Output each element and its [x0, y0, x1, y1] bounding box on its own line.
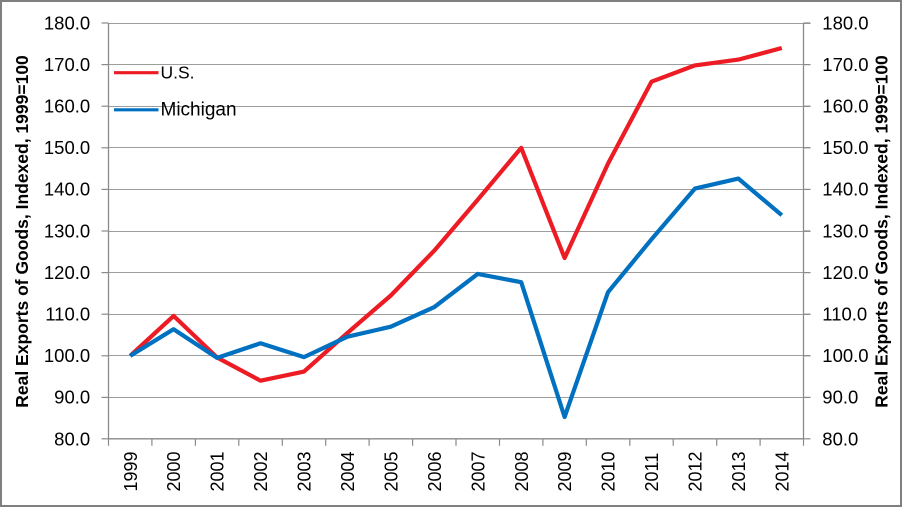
- svg-text:U.S.: U.S.: [161, 63, 195, 83]
- svg-text:Michigan: Michigan: [161, 99, 237, 120]
- svg-text:2011: 2011: [642, 453, 662, 492]
- svg-text:170.0: 170.0: [822, 54, 868, 75]
- svg-text:2010: 2010: [599, 451, 619, 491]
- svg-text:2007: 2007: [468, 451, 488, 491]
- svg-text:2009: 2009: [555, 451, 575, 491]
- svg-text:90.0: 90.0: [822, 387, 858, 408]
- svg-text:2006: 2006: [425, 451, 445, 491]
- svg-text:90.0: 90.0: [54, 387, 90, 408]
- svg-text:2002: 2002: [251, 451, 271, 491]
- svg-text:2003: 2003: [295, 451, 315, 491]
- svg-text:160.0: 160.0: [44, 96, 90, 117]
- svg-text:130.0: 130.0: [822, 220, 868, 241]
- svg-text:140.0: 140.0: [44, 179, 90, 200]
- svg-text:2004: 2004: [338, 451, 358, 491]
- svg-text:100.0: 100.0: [44, 345, 90, 366]
- svg-text:160.0: 160.0: [822, 96, 868, 117]
- svg-text:180.0: 180.0: [822, 12, 868, 33]
- svg-text:Real Exports of Goods, Indexed: Real Exports of Goods, Indexed, 1999=100: [12, 55, 32, 408]
- svg-text:Real Exports of Goods, Indexed: Real Exports of Goods, Indexed, 1999=100: [872, 55, 892, 408]
- svg-text:1999: 1999: [121, 451, 141, 491]
- svg-text:80.0: 80.0: [822, 428, 858, 449]
- svg-text:140.0: 140.0: [822, 179, 868, 200]
- svg-text:130.0: 130.0: [44, 220, 90, 241]
- svg-text:2013: 2013: [729, 451, 749, 491]
- svg-text:120.0: 120.0: [822, 262, 868, 283]
- svg-text:150.0: 150.0: [44, 137, 90, 158]
- svg-text:180.0: 180.0: [44, 12, 90, 33]
- svg-text:2014: 2014: [772, 451, 792, 491]
- svg-text:2012: 2012: [686, 451, 706, 491]
- svg-text:80.0: 80.0: [54, 428, 90, 449]
- svg-text:2001: 2001: [208, 451, 228, 491]
- svg-text:2005: 2005: [381, 451, 401, 491]
- svg-text:150.0: 150.0: [822, 137, 868, 158]
- svg-text:120.0: 120.0: [44, 262, 90, 283]
- svg-text:110.0: 110.0: [45, 304, 90, 325]
- svg-text:2000: 2000: [164, 451, 184, 491]
- svg-text:2008: 2008: [512, 451, 532, 491]
- svg-text:110.0: 110.0: [822, 304, 867, 325]
- svg-text:100.0: 100.0: [822, 345, 868, 366]
- svg-text:170.0: 170.0: [44, 54, 90, 75]
